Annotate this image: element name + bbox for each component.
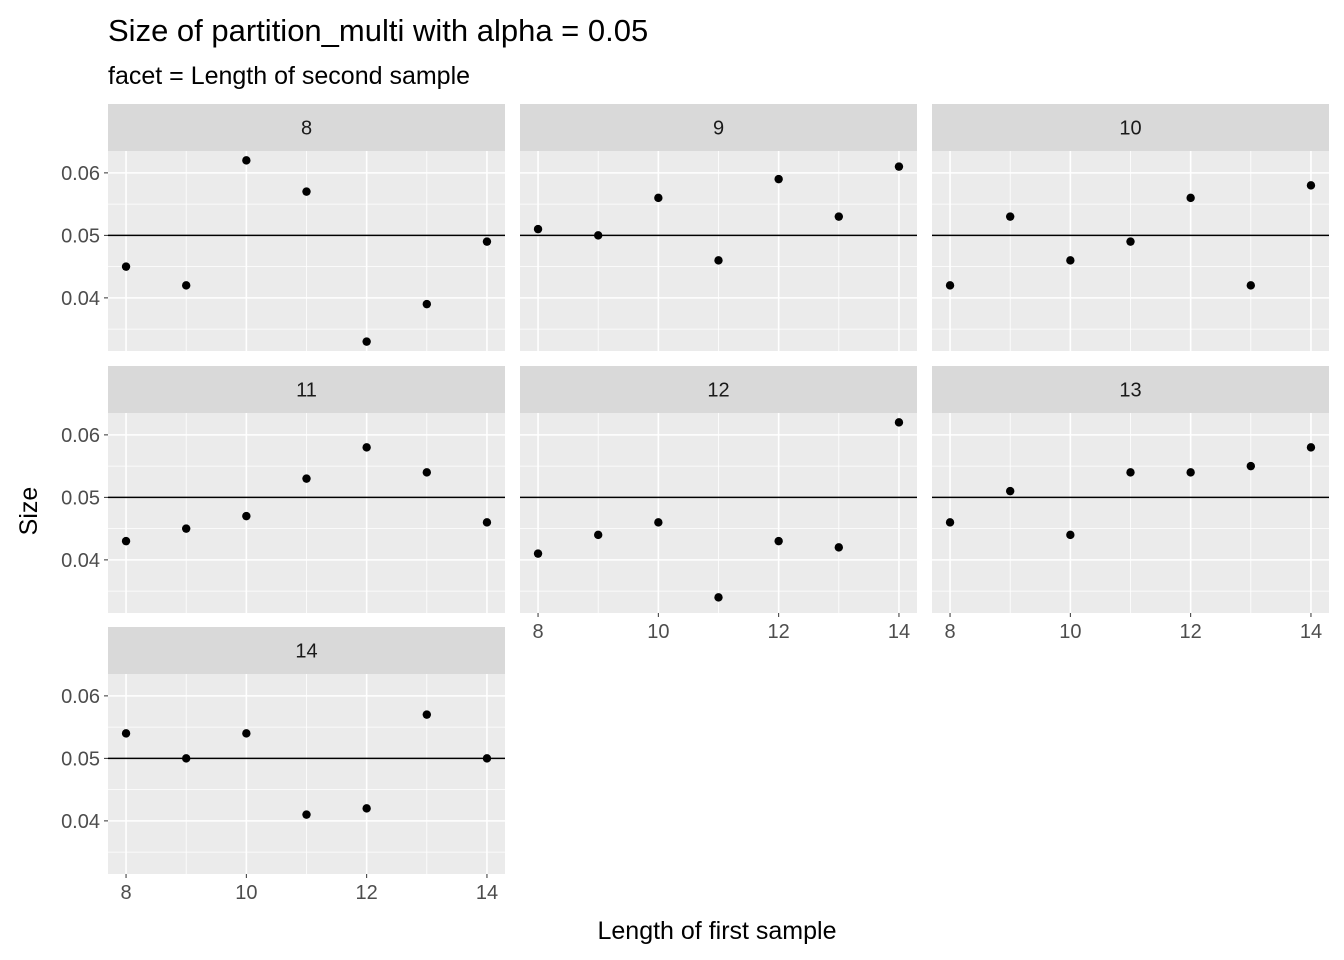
data-point: [945, 518, 955, 527]
data-point: [482, 237, 492, 246]
facet-strip-label: 13: [1119, 380, 1141, 402]
x-tick-label-8: 8: [532, 621, 543, 643]
data-point: [422, 468, 432, 477]
data-point: [1126, 237, 1135, 246]
data-point: [1186, 468, 1195, 477]
y-tick-label-0-05: 0.05: [61, 487, 100, 509]
data-point: [362, 443, 371, 452]
data-point: [181, 754, 191, 763]
y-tick-label-0-06: 0.06: [61, 686, 100, 708]
data-point: [121, 536, 131, 546]
x-tick-label-8: 8: [120, 882, 131, 904]
facet-strip: [108, 627, 505, 674]
x-tick-label-14: 14: [476, 882, 498, 904]
data-point: [1126, 468, 1135, 477]
data-point: [533, 549, 543, 558]
facet-strip-label: 10: [1119, 118, 1141, 140]
data-point: [834, 212, 844, 221]
data-point: [1005, 486, 1015, 496]
data-point: [533, 224, 543, 234]
y-tick-label-0-04: 0.04: [61, 288, 100, 310]
data-point: [422, 299, 432, 309]
data-point: [654, 518, 663, 527]
x-tick-label-10: 10: [1059, 621, 1081, 643]
y-tick-label-0-04: 0.04: [61, 811, 100, 833]
facet-strip: [520, 104, 917, 151]
data-point: [422, 710, 432, 719]
data-point: [654, 193, 663, 203]
data-point: [593, 231, 603, 240]
data-point: [1005, 212, 1015, 221]
y-tick-label-0-04: 0.04: [61, 550, 100, 572]
x-tick-label-14: 14: [1300, 621, 1322, 643]
facet-strip: [108, 366, 505, 413]
facet-11: 11 0.04 0.05 0.06: [61, 366, 505, 613]
facet-strip-label: 12: [707, 380, 729, 402]
data-point: [482, 754, 492, 763]
x-axis-title: Length of first sample: [597, 917, 836, 945]
data-point: [714, 256, 723, 265]
facet-strip: [108, 104, 505, 151]
data-point: [302, 474, 311, 483]
x-tick-label-12: 12: [356, 882, 378, 904]
data-point: [945, 281, 955, 290]
x-tick-label-10: 10: [647, 621, 669, 643]
data-point: [362, 804, 371, 813]
facet-strip-label: 14: [295, 641, 317, 663]
facet-strip: [932, 104, 1329, 151]
x-tick-label-12: 12: [1180, 621, 1202, 643]
x-tick-label-14: 14: [888, 621, 910, 643]
data-point: [362, 337, 371, 346]
facet-9: 9: [520, 104, 917, 351]
data-point: [181, 524, 191, 533]
y-tick-label-0-05: 0.05: [61, 748, 100, 770]
facet-12: 12 8 10 12 14: [520, 366, 917, 643]
data-point: [894, 162, 904, 171]
y-tick-label-0-05: 0.05: [61, 225, 100, 247]
facet-strip-label: 9: [713, 118, 724, 140]
facet-strip: [932, 366, 1329, 413]
data-point: [181, 281, 191, 290]
data-point: [714, 593, 723, 602]
data-point: [482, 518, 492, 527]
chart-title: Size of partition_multi with alpha = 0.0…: [108, 13, 648, 48]
x-tick-label-8: 8: [944, 621, 955, 643]
data-point: [1246, 281, 1256, 290]
data-point: [302, 810, 311, 819]
facet-strip: [520, 366, 917, 413]
data-point: [834, 543, 844, 552]
facet-13: 13 8 10 12 14: [932, 366, 1329, 643]
data-point: [593, 530, 603, 540]
facet-strip-label: 11: [296, 380, 317, 402]
data-point: [774, 174, 783, 184]
data-point: [242, 156, 251, 165]
data-point: [242, 729, 251, 738]
x-tick-label-10: 10: [235, 882, 257, 904]
data-point: [121, 262, 131, 271]
data-point: [1066, 530, 1075, 540]
data-point: [1306, 181, 1316, 190]
facet-14: 14 0.04 0.05 0.06 8 10 12 14: [61, 627, 505, 904]
data-point: [242, 511, 251, 521]
data-point: [121, 729, 131, 738]
data-point: [894, 418, 904, 427]
data-point: [302, 187, 311, 196]
facet-10: 10: [932, 104, 1329, 351]
data-point: [1306, 443, 1316, 452]
x-tick-label-12: 12: [768, 621, 790, 643]
y-axis-title: Size: [15, 487, 43, 536]
facet-strip-label: 8: [301, 118, 312, 140]
chart-subtitle: facet = Length of second sample: [108, 62, 470, 90]
data-point: [1186, 193, 1195, 203]
data-point: [1246, 461, 1256, 471]
y-tick-label-0-06: 0.06: [61, 425, 100, 447]
data-point: [774, 536, 783, 546]
data-point: [1066, 256, 1075, 265]
y-tick-label-0-06: 0.06: [61, 163, 100, 185]
facet-8: 8 0.04 0.05 0.06: [61, 104, 505, 351]
